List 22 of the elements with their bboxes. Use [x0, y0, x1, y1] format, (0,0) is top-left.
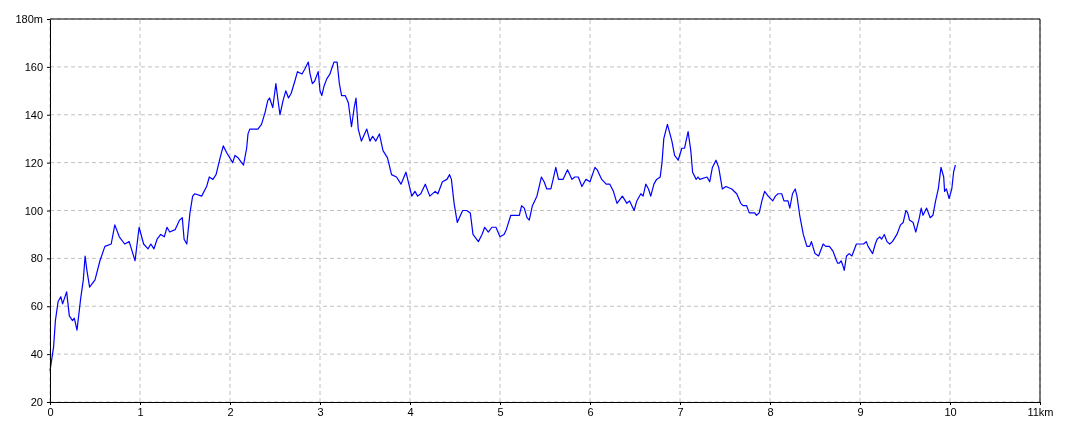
- x-tick-label: 5: [497, 405, 504, 418]
- x-tick-label: 6: [587, 405, 594, 418]
- y-tick-label: 120: [24, 156, 43, 169]
- x-tick-label: 7: [677, 405, 684, 418]
- y-tick-label: 140: [24, 108, 43, 121]
- x-tick-label: 8: [767, 405, 774, 418]
- y-tick-label: 100: [24, 204, 43, 217]
- x-tick-label: 2: [227, 405, 234, 418]
- y-tick-label: 40: [30, 348, 43, 361]
- x-tick-label: 3: [317, 405, 324, 418]
- x-tick-label: 10: [944, 405, 957, 418]
- x-tick-label: 4: [407, 405, 414, 418]
- x-tick-label: 11km: [1027, 405, 1054, 418]
- x-tick-label: 9: [857, 405, 864, 418]
- y-tick-label: 20: [30, 396, 43, 409]
- line-series: [49, 61, 956, 372]
- x-tick-label: 0: [47, 405, 54, 418]
- y-tick-label: 60: [30, 300, 43, 313]
- y-tick-label: 80: [30, 252, 43, 265]
- y-tick-label: 160: [24, 60, 43, 73]
- x-tick-label: 1: [137, 405, 144, 418]
- y-tick-label: 180m: [15, 13, 43, 26]
